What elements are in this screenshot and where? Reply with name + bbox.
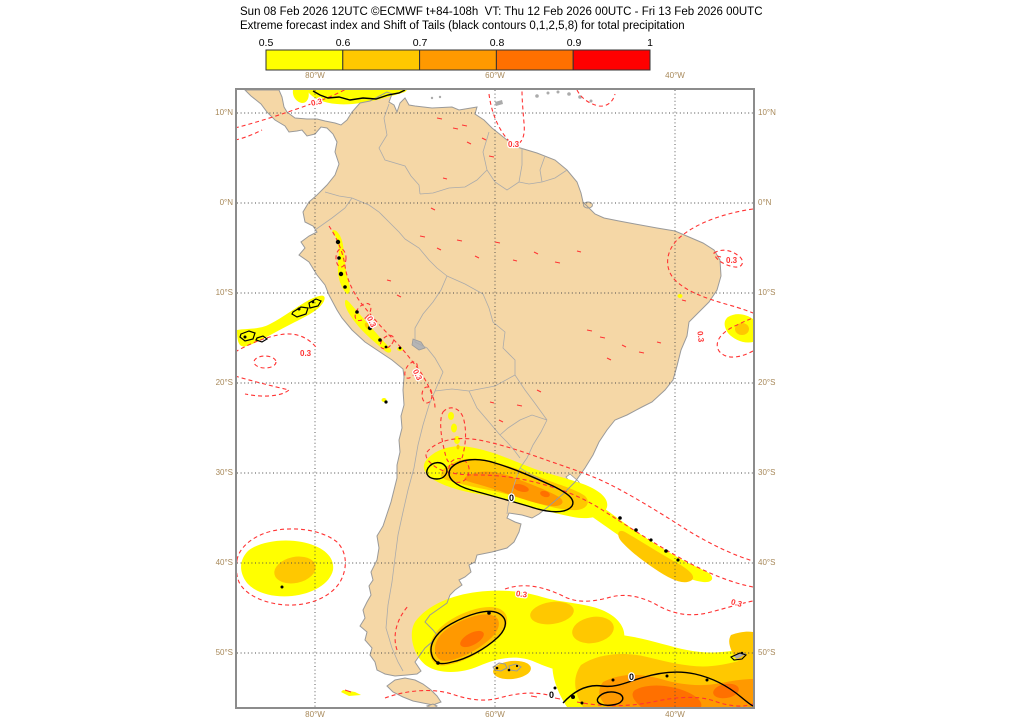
lon-label-top: 60°W — [485, 71, 505, 80]
lat-label-left: 10°S — [215, 288, 233, 297]
red-contour-label: 0.3 — [310, 97, 323, 108]
lon-label-top: 80°W — [305, 71, 325, 80]
country-borders — [314, 103, 568, 672]
colorbar-tick: 1 — [647, 37, 653, 49]
lat-label-left: 0°N — [219, 198, 233, 207]
lat-label-right: 10°S — [758, 288, 776, 297]
lat-label-left: 10°N — [215, 108, 233, 117]
red-contour-label: 0.3 — [726, 256, 738, 265]
lat-label-left: 50°S — [215, 648, 233, 657]
red-contour-label: 0.3 — [300, 349, 312, 358]
lat-label-left: 40°S — [215, 558, 233, 567]
landmass-fill — [245, 90, 721, 705]
sot-contour-specks — [243, 239, 744, 705]
lat-label-right: 40°S — [758, 558, 776, 567]
colorbar-tick: 0.7 — [412, 37, 428, 49]
lon-label-bottom: 60°W — [485, 710, 505, 719]
lon-label-top: 40°W — [665, 71, 685, 80]
colorbar-tick: 0.8 — [489, 37, 505, 49]
colorbar-tick: 0.6 — [335, 37, 351, 49]
south-america-efi-map: 0.3 0.3 0.3 0.3 0.3 0.3 0.3 0.3 0.3 0 0 … — [234, 87, 754, 710]
island-dots — [430, 90, 746, 659]
lon-label-bottom: 40°W — [665, 710, 685, 719]
lat-label-right: 50°S — [758, 648, 776, 657]
colorbar-segment — [495, 49, 574, 71]
colorbar-tick: 0.5 — [258, 37, 274, 49]
lat-label-right: 20°S — [758, 378, 776, 387]
red-contour-label: 0.3 — [515, 589, 528, 600]
colorbar-segment — [342, 49, 421, 71]
lat-label-right: 0°N — [758, 198, 772, 207]
black-contour-label: 0 — [629, 672, 634, 682]
red-contour-label: 0.3 — [508, 140, 520, 149]
red-contour-label: 0.3 — [695, 331, 705, 344]
lat-label-left: 20°S — [215, 378, 233, 387]
colorbar-segment — [419, 49, 497, 71]
black-contour-label: 0 — [509, 493, 514, 503]
red-contour-specks — [344, 117, 722, 700]
lon-label-bottom: 80°W — [305, 710, 325, 719]
red-contour-label: 0.3 — [730, 597, 744, 609]
lat-label-left: 30°S — [215, 468, 233, 477]
lat-label-right: 30°S — [758, 468, 776, 477]
colorbar-segment — [265, 49, 344, 71]
efi-area-deep-orange — [460, 484, 739, 707]
colorbar-tick: 0.9 — [566, 37, 582, 49]
efi-colorbar — [265, 49, 651, 71]
lat-label-right: 10°N — [758, 108, 776, 117]
colorbar-segment — [572, 49, 651, 71]
sot-contours-black — [239, 89, 754, 707]
chart-title-parameter: Extreme forecast index and Shift of Tail… — [240, 20, 685, 32]
efi-contour-0.3-dashed — [234, 87, 754, 707]
chart-title-run-info: Sun 08 Feb 2026 12UTC ©ECMWF t+84-108h V… — [240, 6, 763, 18]
map-frame: 0.3 0.3 0.3 0.3 0.3 0.3 0.3 0.3 0.3 0 0 … — [234, 87, 755, 710]
black-contour-label: 0 — [549, 690, 554, 700]
